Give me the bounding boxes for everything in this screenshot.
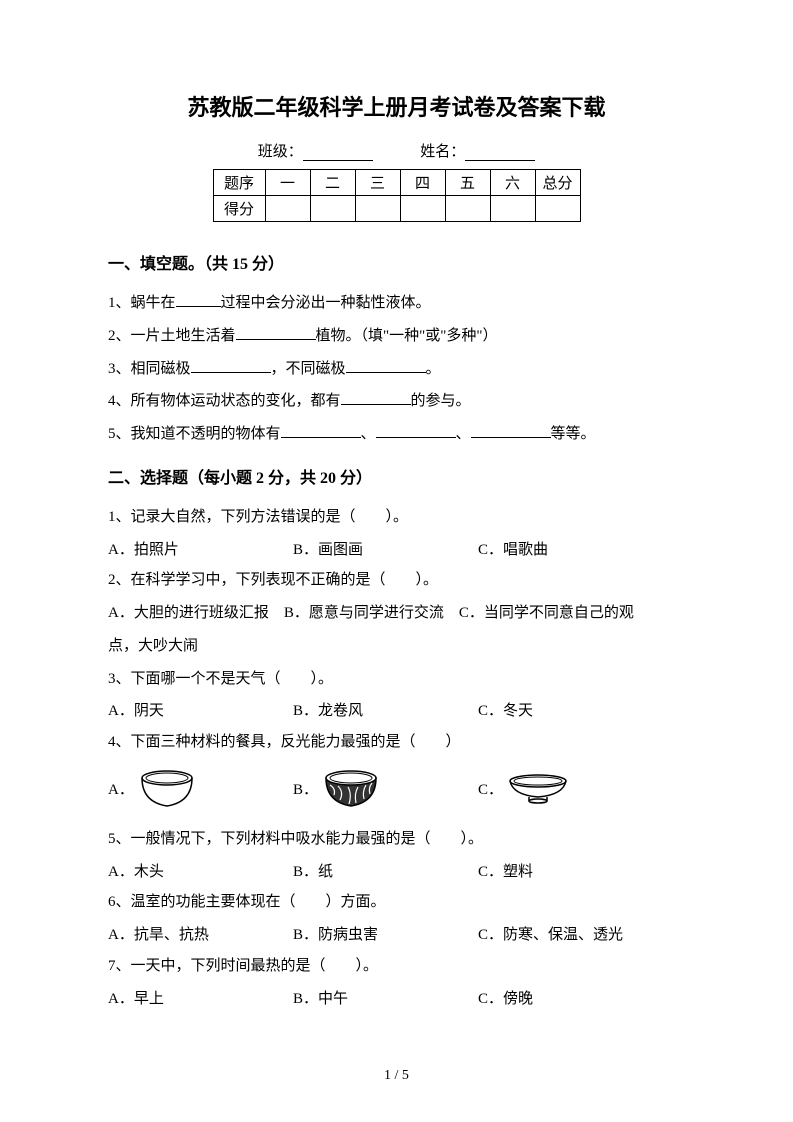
option-label: A． [108,778,134,799]
option-label: C． [478,778,503,799]
student-info-line: 班级： 姓名： [108,140,685,161]
option-a: A．拍照片 [108,535,293,566]
option-c: C．防寒、保温、透光 [478,920,685,951]
q-text: 4、所有物体运动状态的变化，都有 [108,393,341,409]
option-a: A．木头 [108,857,293,888]
s2-q2: 2、在科学学习中，下列表现不正确的是（ ）。 [108,565,685,596]
s2-q4-options: A． B． C． [108,768,685,810]
option-a: A． [108,768,293,810]
q-text: 、 [456,426,471,442]
option-b: B．防病虫害 [293,920,478,951]
s2-q7-options: A．早上 B．中午 C．傍晚 [108,984,685,1015]
table-row: 题序 一 二 三 四 五 六 总分 [213,170,580,196]
class-blank [303,146,373,161]
score-label-cell: 得分 [213,196,265,222]
q-text: 的参与。 [411,393,471,409]
option-c: C．冬天 [478,696,685,727]
option-c: C．唱歌曲 [478,535,685,566]
header-cell: 四 [400,170,445,196]
bowl-pattern-icon [322,768,380,810]
bowl-plain-icon [138,768,196,810]
name-blank [465,146,535,161]
option-label: B． [293,778,318,799]
option-b: B． [293,768,478,810]
score-cell [265,196,310,222]
q-text: 2、一片土地生活着 [108,328,236,344]
s2-q7: 7、一天中，下列时间最热的是（ ）。 [108,951,685,982]
s2-q4: 4、下面三种材料的餐具，反光能力最强的是（ ） [108,727,685,758]
blank [236,326,316,340]
q-text: 等等。 [551,426,596,442]
s2-q2-line2: 点，大吵大闹 [108,631,685,662]
header-cell: 三 [355,170,400,196]
s1-q5: 5、我知道不透明的物体有 、 、 等等。 [108,419,685,450]
table-row: 得分 [213,196,580,222]
s2-q6: 6、温室的功能主要体现在（ ）方面。 [108,887,685,918]
q-text: 1、蜗牛在 [108,295,176,311]
option-a: A．早上 [108,984,293,1015]
blank [346,359,426,373]
score-cell [310,196,355,222]
option-a: A．阴天 [108,696,293,727]
option-b: B．纸 [293,857,478,888]
header-cell: 题序 [213,170,265,196]
name-label: 姓名： [420,144,465,160]
s2-q1-options: A．拍照片 B．画图画 C．唱歌曲 [108,535,685,566]
s1-q3: 3、相同磁极 ，不同磁极 。 [108,354,685,385]
s2-q2-line: A．大胆的进行班级汇报 B．愿意与同学进行交流 C．当同学不同意自己的观 [108,598,685,629]
q-text: 植物。（填"一种"或"多种"） [316,328,498,344]
header-cell: 二 [310,170,355,196]
option-c: C．塑料 [478,857,685,888]
s2-q1: 1、记录大自然，下列方法错误的是（ ）。 [108,502,685,533]
header-cell: 总分 [535,170,580,196]
blank [376,424,456,438]
score-cell [535,196,580,222]
score-table: 题序 一 二 三 四 五 六 总分 得分 [213,169,581,222]
q-text: 过程中会分泌出一种黏性液体。 [221,295,431,311]
option-c: C．傍晚 [478,984,685,1015]
q-text: 。 [426,361,441,377]
q-text: 、 [361,426,376,442]
s2-q3-options: A．阴天 B．龙卷风 C．冬天 [108,696,685,727]
s1-q1: 1、蜗牛在 过程中会分泌出一种黏性液体。 [108,288,685,319]
bowl-shallow-icon [507,771,569,807]
option-c: C． [478,771,685,807]
header-cell: 六 [490,170,535,196]
score-cell [445,196,490,222]
option-b: B．画图画 [293,535,478,566]
blank [191,359,271,373]
option-b: B．中午 [293,984,478,1015]
class-label: 班级： [258,144,303,160]
s2-q5: 5、一般情况下，下列材料中吸水能力最强的是（ ）。 [108,824,685,855]
s2-q6-options: A．抗旱、抗热 B．防病虫害 C．防寒、保温、透光 [108,920,685,951]
score-cell [490,196,535,222]
s2-q5-options: A．木头 B．纸 C．塑料 [108,857,685,888]
score-cell [400,196,445,222]
header-cell: 一 [265,170,310,196]
option-a: A．抗旱、抗热 [108,920,293,951]
blank [341,391,411,405]
score-cell [355,196,400,222]
blank [281,424,361,438]
blank [176,293,221,307]
q-text: ，不同磁极 [271,361,346,377]
blank [471,424,551,438]
q-text: 3、相同磁极 [108,361,191,377]
header-cell: 五 [445,170,490,196]
section2-header: 二、选择题（每小题 2 分，共 20 分） [108,464,685,488]
option-b: B．龙卷风 [293,696,478,727]
s2-q3: 3、下面哪一个不是天气（ ）。 [108,664,685,695]
s1-q2: 2、一片土地生活着 植物。（填"一种"或"多种"） [108,321,685,352]
page-title: 苏教版二年级科学上册月考试卷及答案下载 [108,90,685,122]
section1-header: 一、填空题。（共 15 分） [108,250,685,274]
s1-q4: 4、所有物体运动状态的变化，都有 的参与。 [108,386,685,417]
q-text: 5、我知道不透明的物体有 [108,426,281,442]
page-number: 1 / 5 [0,1068,793,1084]
